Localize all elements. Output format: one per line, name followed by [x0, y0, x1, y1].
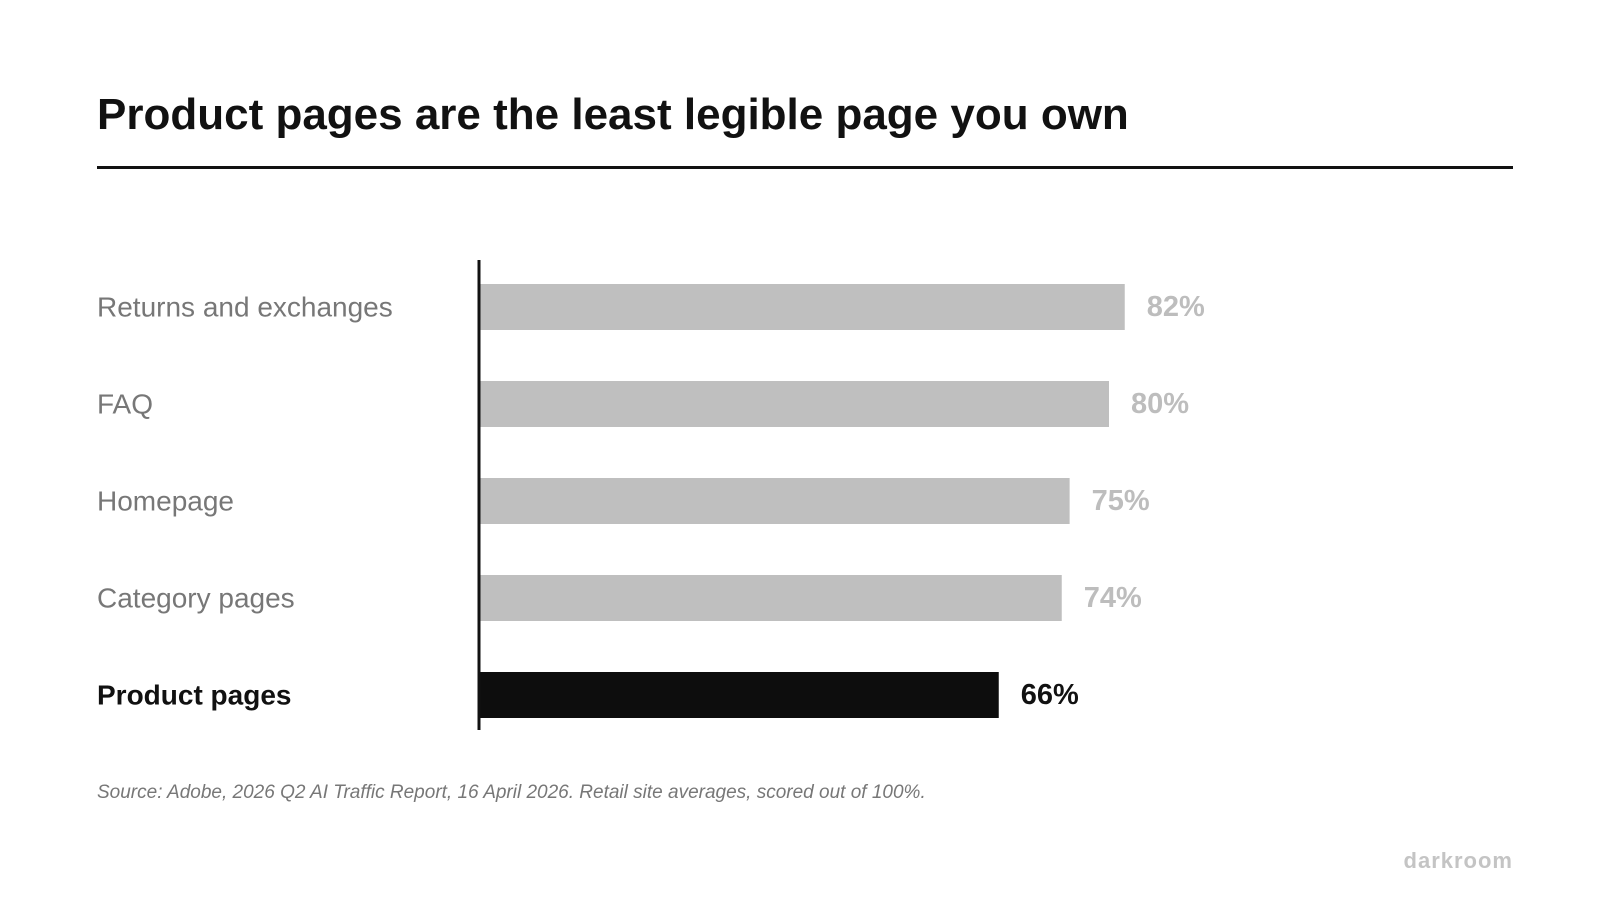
bar	[479, 575, 1062, 621]
category-label: Homepage	[97, 486, 234, 517]
category-label: Product pages	[97, 680, 291, 711]
value-label: 74%	[1084, 582, 1142, 614]
bar	[479, 672, 999, 718]
brand-logo: darkroom	[1403, 848, 1513, 873]
value-label: 80%	[1131, 388, 1189, 420]
category-label: Returns and exchanges	[97, 292, 393, 323]
category-label: Category pages	[97, 583, 295, 614]
value-label: 66%	[1021, 679, 1079, 711]
bar	[479, 478, 1070, 524]
title-divider	[97, 166, 1513, 169]
bar	[479, 284, 1125, 330]
value-label: 75%	[1092, 485, 1150, 517]
bar	[479, 381, 1109, 427]
source-note: Source: Adobe, 2026 Q2 AI Traffic Report…	[97, 782, 926, 803]
bars-layer: Returns and exchanges 82% FAQ 80% Homepage 75…	[97, 284, 1205, 718]
chart-title: Product pages are the least legible page…	[97, 90, 1129, 139]
value-label: 82%	[1147, 291, 1205, 323]
bar-chart: Returns and exchanges 82% FAQ 80% Homepage 75…	[97, 260, 1205, 730]
category-label: FAQ	[97, 389, 153, 420]
